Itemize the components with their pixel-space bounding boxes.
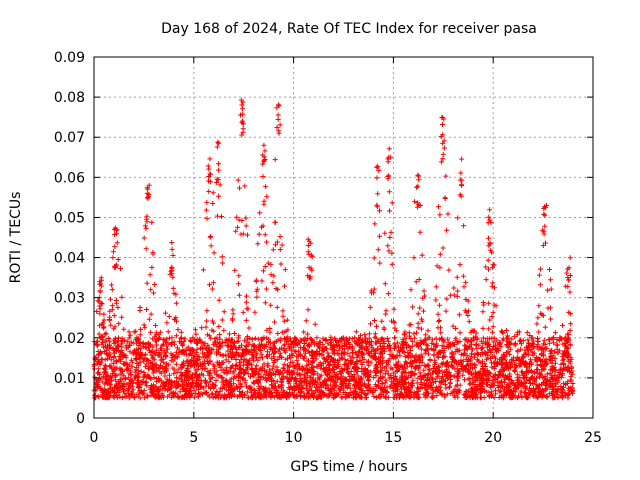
y-tick-label: 0.04 [54,251,85,267]
data-points [91,97,576,401]
y-tick-label: 0.09 [54,50,85,66]
x-tick-label: 5 [189,430,198,446]
y-tick-label: 0.07 [54,130,85,146]
y-tick-label: 0.08 [54,90,85,106]
y-tick-label: 0.03 [54,291,85,307]
x-tick-label: 15 [384,430,402,446]
y-tick-label: 0.01 [54,371,85,387]
x-tick-label: 10 [285,430,303,446]
x-tick-label: 25 [584,430,602,446]
axis-ticks: 0 0.01 0.02 0.03 0.04 0.05 0.06 0.07 0.08 0.09 0 5 1… [54,50,602,446]
y-tick-label: 0.05 [54,210,85,226]
plot-frame [93,56,594,419]
y-tick-label: 0 [76,411,85,427]
x-tick-label: 0 [90,430,99,446]
y-tick-label: 0.06 [54,170,85,186]
x-tick-label: 20 [484,430,502,446]
x-axis-label: GPS time / hours [290,459,407,475]
roti-point-markers [91,97,576,401]
chart-title: Day 168 of 2024, Rate Of TEC Index for r… [161,21,537,37]
y-axis-label: ROTI / TECUs [8,192,24,284]
y-tick-label: 0.02 [54,331,85,347]
